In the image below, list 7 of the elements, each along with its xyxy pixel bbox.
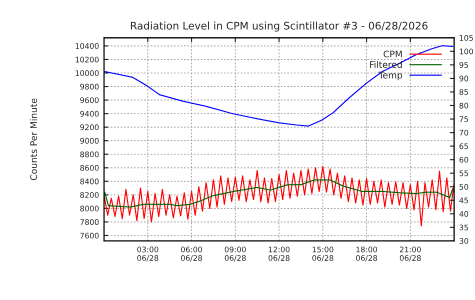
line-series [104, 166, 454, 227]
line-series [104, 179, 454, 208]
y-axis-title: Counts Per Minute [30, 98, 37, 180]
line-series [104, 45, 454, 127]
legend-label: CPM [384, 50, 402, 58]
legend-label: Temp [378, 72, 402, 80]
chart-title: Radiation Level in CPM using Scintillator #3 - 06/28/2026 [130, 22, 428, 32]
